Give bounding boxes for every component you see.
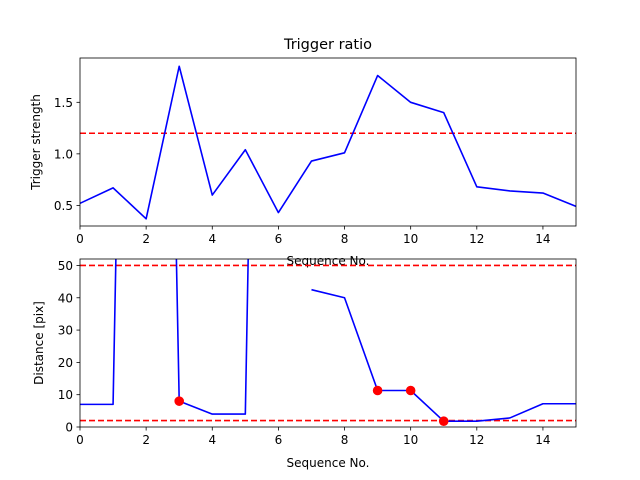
x-tick-label: 6 [275,232,283,246]
series-line [80,259,249,415]
x-tick-label: 12 [469,433,484,447]
y-tick-label: 40 [58,291,73,305]
trigger-ratio-plot: Trigger ratio 0 2 4 6 8 10 12 14 0.5 1.0 1.5 Sequ… [29,37,577,268]
x-axis-label: Sequence No. [287,254,370,268]
x-tick-label: 10 [403,433,418,447]
y-tick-label: 10 [58,388,73,402]
data-point-marker [372,385,383,396]
x-tick-label: 8 [341,433,349,447]
x-tick-label: 12 [469,232,484,246]
series-line [311,288,576,422]
x-tick-label: 0 [76,232,84,246]
plot-frame [79,57,577,227]
y-axis-label: Distance [pix] [32,301,46,385]
distance-plot: 0 2 4 6 8 10 12 14 0 10 20 30 40 50 Sequence No. Dis… [32,258,577,470]
data-point-marker [438,416,449,426]
plot-frame [79,258,577,428]
x-tick-label: 8 [341,232,349,246]
x-tick-label: 6 [275,433,283,447]
data-point-marker [405,385,416,396]
y-tick-label: 1.0 [54,147,73,161]
data-point-marker [174,396,184,406]
x-tick-label: 4 [208,232,216,246]
y-tick-label: 30 [58,324,73,338]
y-tick-label: 50 [58,259,73,273]
y-tick-label: 0 [65,421,73,435]
y-tick-label: 1.5 [54,96,73,110]
y-axis-label: Trigger strength [29,94,43,191]
x-tick-label: 10 [403,232,418,246]
x-tick-label: 14 [535,433,550,447]
x-axis-label: Sequence No. [287,456,370,470]
chart-title: Trigger ratio [283,37,372,53]
x-tick-label: 2 [142,433,150,447]
series-line [80,65,576,220]
x-tick-label: 4 [208,433,216,447]
x-tick-label: 0 [76,433,84,447]
x-tick-label: 2 [142,232,150,246]
y-tick-label: 20 [58,356,73,370]
x-tick-label: 14 [535,232,550,246]
y-tick-label: 0.5 [54,199,73,213]
